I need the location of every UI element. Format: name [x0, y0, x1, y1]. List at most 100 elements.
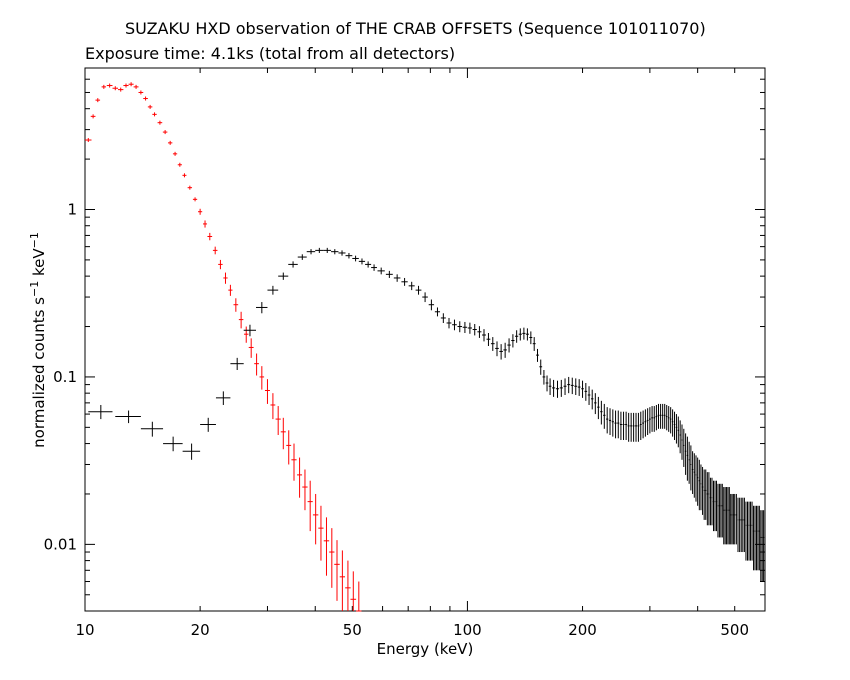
- data-point: [288, 261, 298, 268]
- data-point: [522, 327, 526, 340]
- data-point: [499, 344, 503, 360]
- y-axis-label-sup1: −1: [28, 281, 41, 297]
- data-point: [655, 404, 658, 431]
- data-point: [218, 259, 223, 270]
- x-tick-label: 100: [453, 621, 482, 639]
- data-point: [653, 406, 656, 432]
- data-point: [698, 459, 700, 511]
- data-point: [172, 151, 178, 156]
- data-point: [118, 87, 124, 92]
- data-point: [486, 332, 491, 347]
- data-point: [758, 505, 760, 571]
- plot-frame: [84, 67, 766, 612]
- data-point: [757, 505, 759, 571]
- data-point: [637, 412, 640, 442]
- data-point: [532, 337, 536, 351]
- chart-subtitle: Exposure time: 4.1ks (total from all det…: [85, 44, 456, 63]
- y-axis-label-base: normalized counts s: [30, 297, 48, 448]
- data-point: [123, 83, 129, 88]
- data-point: [248, 338, 254, 358]
- data-point: [721, 483, 723, 538]
- data-point: [157, 120, 163, 125]
- data-point: [182, 443, 201, 460]
- data-point: [646, 408, 649, 435]
- data-point: [632, 412, 635, 442]
- data-point: [671, 409, 674, 437]
- data-point: [603, 403, 606, 429]
- data-point: [735, 493, 738, 545]
- data-point: [725, 487, 728, 545]
- data-point: [659, 403, 662, 429]
- data-point: [315, 247, 324, 253]
- data-point: [167, 140, 173, 145]
- data-point: [267, 285, 279, 295]
- data-point: [639, 411, 642, 441]
- data-point: [115, 410, 141, 424]
- data-point: [345, 252, 353, 259]
- data-point: [200, 417, 216, 432]
- data-point: [264, 379, 270, 404]
- data-point: [657, 403, 660, 429]
- data-point: [606, 407, 609, 434]
- data-point: [700, 464, 702, 511]
- data-point: [302, 469, 308, 511]
- data-point: [318, 505, 324, 561]
- x-tick-label: 200: [568, 621, 597, 639]
- data-point: [555, 380, 560, 398]
- series-0: [85, 82, 362, 612]
- data-point: [536, 348, 539, 362]
- data-point: [280, 417, 286, 450]
- data-point: [163, 436, 183, 452]
- data-point: [714, 480, 716, 532]
- data-point: [88, 404, 113, 420]
- data-point: [350, 571, 357, 611]
- data-point: [545, 375, 549, 392]
- data-point: [256, 302, 268, 314]
- data-point: [203, 220, 208, 228]
- data-point: [278, 272, 289, 280]
- data-point: [584, 382, 588, 401]
- data-point: [345, 560, 351, 611]
- data-point: [233, 298, 239, 312]
- data-point: [720, 483, 722, 538]
- data-point: [143, 96, 148, 101]
- data-point: [696, 457, 699, 506]
- data-point: [693, 453, 695, 498]
- data-point: [365, 261, 372, 268]
- data-point: [307, 480, 313, 532]
- y-axis-label-mid: keV: [30, 248, 48, 281]
- data-point: [745, 501, 747, 561]
- data-point: [95, 98, 101, 103]
- data-point: [138, 90, 144, 95]
- data-point: [567, 376, 571, 394]
- data-point: [434, 307, 441, 317]
- data-point: [611, 409, 614, 437]
- data-point: [511, 334, 515, 348]
- data-point: [472, 324, 477, 336]
- data-point: [228, 284, 233, 296]
- data-point: [207, 232, 213, 241]
- data-point: [467, 322, 473, 334]
- data-point: [259, 366, 265, 390]
- data-point: [128, 82, 134, 87]
- data-point: [306, 249, 316, 255]
- data-point: [701, 466, 704, 515]
- data-point: [715, 480, 718, 532]
- series-1: [88, 247, 765, 582]
- data-point: [112, 86, 119, 91]
- data-point: [590, 389, 594, 410]
- data-point: [539, 359, 543, 375]
- data-point: [446, 317, 452, 329]
- data-point: [673, 411, 676, 441]
- data-point: [749, 501, 752, 561]
- data-point: [705, 469, 707, 520]
- data-point: [686, 436, 689, 481]
- data-point: [703, 469, 705, 520]
- data-point: [297, 254, 307, 260]
- data-point: [690, 445, 692, 491]
- data-point: [133, 84, 139, 89]
- data-point: [763, 510, 765, 582]
- data-point: [679, 420, 681, 454]
- data-point: [622, 411, 625, 441]
- data-point: [177, 162, 182, 167]
